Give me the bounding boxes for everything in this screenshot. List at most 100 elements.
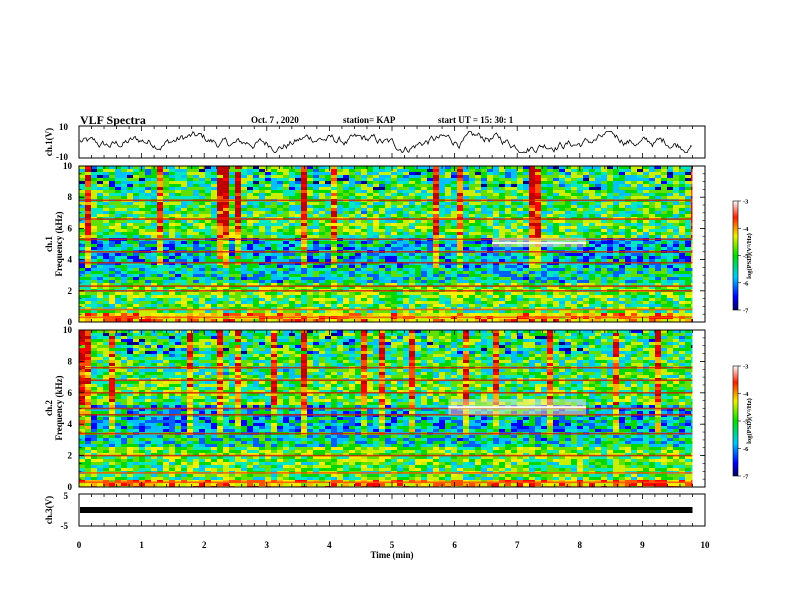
spectrogram-cell: [391, 211, 397, 214]
spectrogram-cell: [493, 232, 499, 235]
spectrogram-cell: [457, 286, 463, 289]
spectrogram-cell: [121, 187, 127, 190]
spectrogram-cell: [367, 265, 373, 268]
spectrogram-cell: [529, 169, 535, 172]
spectrogram-cell: [583, 274, 589, 277]
spectrogram-cell: [487, 286, 493, 289]
spectrogram-cell: [115, 178, 121, 181]
spectrogram-cell: [583, 181, 589, 184]
spectrogram-cell: [319, 271, 325, 274]
spectrogram-cell: [427, 271, 433, 274]
spectrogram-cell: [121, 175, 127, 178]
spectrogram-cell: [469, 268, 475, 271]
spectrogram-cell: [649, 226, 655, 229]
spectrogram-cell: [439, 280, 445, 283]
spectrogram-cell: [175, 190, 181, 193]
spectrogram-cell: [559, 271, 565, 274]
spectrogram-cell: [289, 244, 295, 247]
spectrogram-cell: [535, 304, 541, 307]
spectrogram-cell: [511, 277, 517, 280]
spectrogram-cell: [235, 232, 241, 235]
spectrogram-cell: [109, 184, 115, 187]
spectrogram-cell: [349, 214, 355, 217]
spectrogram-cell: [253, 208, 259, 211]
spectrogram-cell: [433, 283, 439, 286]
spectrogram-cell: [577, 268, 583, 271]
spectrogram-cell: [379, 166, 385, 169]
spectrogram-cell: [373, 211, 379, 214]
spectrogram-cell: [337, 286, 343, 289]
spectrogram-cell: [487, 229, 493, 232]
spectrogram-cell: [517, 208, 523, 211]
spectrogram-cell: [175, 295, 181, 298]
spectrogram-cell: [547, 211, 553, 214]
spectrogram-cell: [313, 307, 319, 310]
spectrogram-cell: [301, 211, 307, 214]
spectrogram-cell: [199, 265, 205, 268]
spectrogram-cell: [421, 190, 427, 193]
spectrogram-cell: [235, 211, 241, 214]
spectrogram-cell: [175, 247, 181, 250]
spectrogram-cell: [121, 202, 127, 205]
spectrogram-cell: [673, 226, 679, 229]
spectrogram-cell: [445, 202, 451, 205]
spectrogram-cell: [553, 259, 559, 262]
spectrogram-cell: [97, 259, 103, 262]
spectrogram-cell: [589, 298, 595, 301]
spectrogram-cell: [139, 229, 145, 232]
spectrogram-cell: [433, 235, 439, 238]
spectrogram-cell: [433, 298, 439, 301]
spectrogram-cell: [289, 280, 295, 283]
spectrogram-cell: [301, 301, 307, 304]
spectrogram-cell: [583, 229, 589, 232]
spectrogram-cell: [487, 259, 493, 262]
spectrogram-cell: [517, 265, 523, 268]
spectrogram-cell: [463, 268, 469, 271]
spectrogram-cell: [97, 232, 103, 235]
spectrogram-cell: [79, 184, 85, 187]
spectrogram-cell: [121, 181, 127, 184]
spectrogram-cell: [187, 241, 193, 244]
spectrogram-cell: [601, 253, 607, 256]
spectrogram-cell: [493, 220, 499, 223]
spectrogram-cell: [313, 253, 319, 256]
spectrogram-cell: [619, 172, 625, 175]
spectrogram-cell: [211, 304, 217, 307]
spectrogram-cell: [613, 280, 619, 283]
spectrogram-cell: [619, 241, 625, 244]
spectrogram-cell: [265, 232, 271, 235]
spectrogram-cell: [577, 286, 583, 289]
spectrogram-cell: [451, 277, 457, 280]
spectrogram-cell: [457, 241, 463, 244]
spectrogram-cell: [553, 190, 559, 193]
spectrogram-cell: [463, 172, 469, 175]
spectrogram-cell: [349, 241, 355, 244]
spectrogram-cell: [103, 280, 109, 283]
spectrogram-cell: [241, 256, 247, 259]
spectrogram-cell: [607, 232, 613, 235]
spectrogram-cell: [193, 187, 199, 190]
spectrogram-cell: [223, 175, 229, 178]
spectrogram-cell: [457, 214, 463, 217]
spectrogram-cell: [319, 202, 325, 205]
spectrogram-cell: [649, 229, 655, 232]
spectrogram-cell: [133, 175, 139, 178]
spectrogram-cell: [79, 190, 85, 193]
spectrogram-cell: [427, 220, 433, 223]
spectrogram-cell: [385, 187, 391, 190]
spectrogram-cell: [445, 274, 451, 277]
spectrogram-cell: [421, 268, 427, 271]
spectrogram-cell: [91, 235, 97, 238]
spectrogram-cell: [331, 298, 337, 301]
spectrogram-cell: [121, 244, 127, 247]
spectrogram-cell: [679, 241, 685, 244]
spectrogram-cell: [685, 247, 691, 250]
spectrogram-cell: [151, 172, 157, 175]
spectrogram-cell: [265, 175, 271, 178]
spectrogram-cell: [673, 265, 679, 268]
spectrogram-cell: [313, 205, 319, 208]
spectrogram-cell: [115, 304, 121, 307]
spectrogram-cell: [571, 184, 577, 187]
spectrogram-cell: [85, 223, 91, 226]
spectrogram-cell: [397, 190, 403, 193]
